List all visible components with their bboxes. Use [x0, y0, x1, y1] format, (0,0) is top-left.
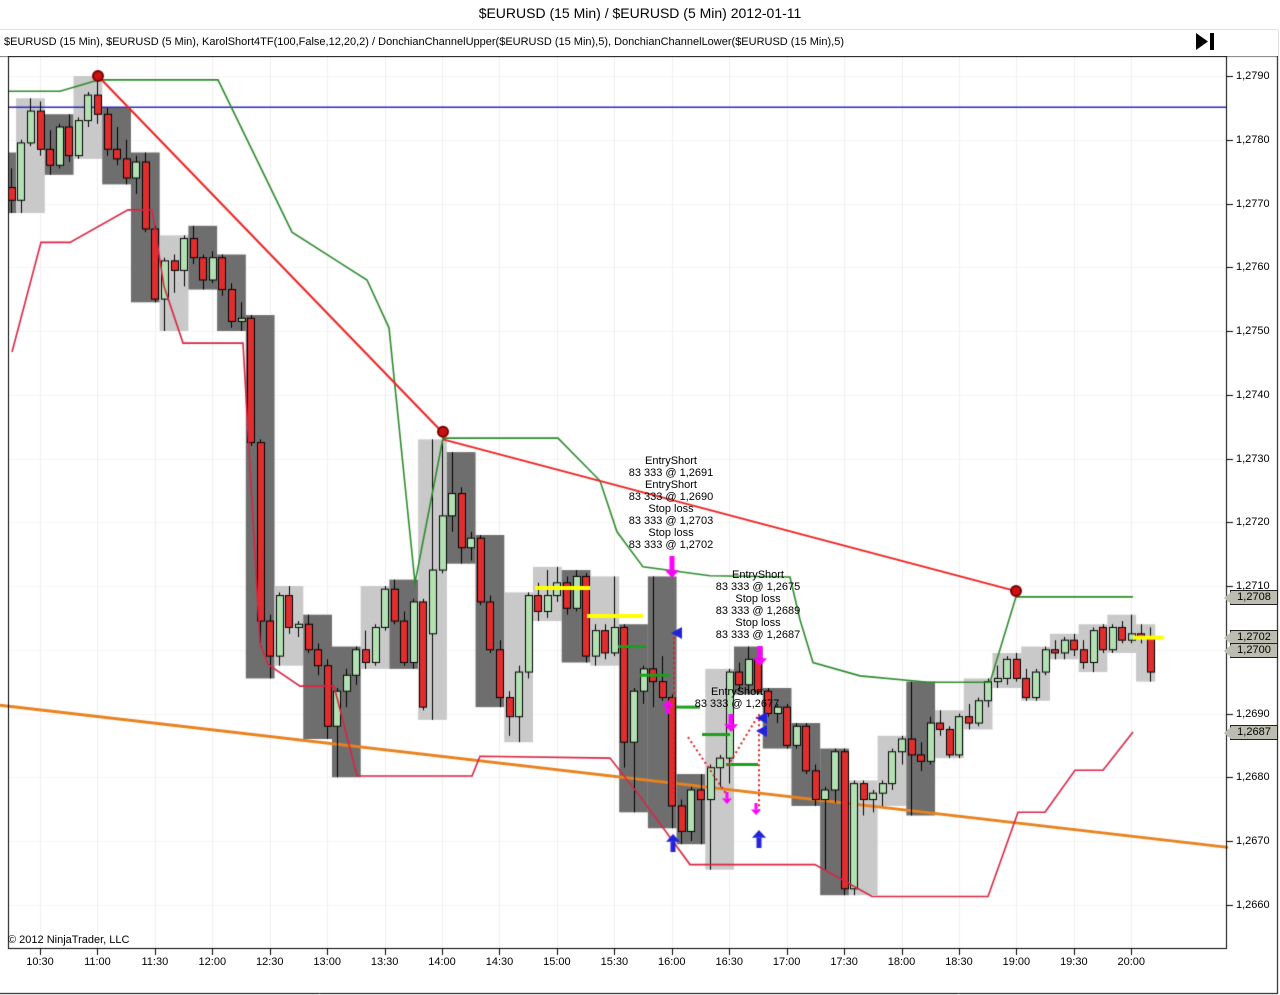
price-axis-label: 1,2760: [1236, 261, 1270, 274]
trade-annotation-line: 83 333 @ 1,2691: [628, 467, 714, 479]
trade-annotation-line: EntryShort: [732, 569, 784, 581]
price-axis-label: 1,2780: [1236, 133, 1270, 146]
price-axis-label: 1,2660: [1236, 898, 1270, 911]
price-axis-label: 1,2710: [1236, 580, 1270, 592]
trade-annotation-line: Stop loss: [735, 617, 781, 629]
price-axis-label: 1,2720: [1236, 516, 1270, 529]
trade-annotation-line: 83 333 @ 1,2689: [715, 605, 801, 617]
trade-annotation-line: 83 333 @ 1,2690: [628, 491, 714, 503]
price-axis-label: 1,2680: [1236, 771, 1270, 784]
time-axis-label: 20:00: [1117, 956, 1146, 968]
chart-header-bar: $EURUSD (15 Min), $EURUSD (5 Min), Karol…: [0, 30, 1278, 56]
price-tag: 1,2708: [1224, 589, 1278, 605]
trade-annotation-line: Stop loss: [648, 503, 694, 515]
time-axis-label: 13:30: [370, 956, 399, 968]
trade-annotation-line: Stop loss: [735, 593, 781, 605]
price-axis-label: 1,2690: [1236, 707, 1270, 720]
time-axis-label: 19:00: [1002, 956, 1031, 968]
time-axis-label: 11:00: [84, 956, 111, 968]
time-axis-label: 16:00: [658, 956, 686, 968]
price-axis-label: 1,2730: [1236, 452, 1270, 465]
go-to-end-button[interactable]: [1192, 33, 1220, 53]
time-axis-label: 17:30: [830, 956, 858, 968]
chart-header-label: $EURUSD (15 Min), $EURUSD (5 Min), Karol…: [4, 36, 844, 48]
trade-annotation-line: EntryShort: [711, 686, 763, 698]
time-axis-label: 13:00: [313, 956, 341, 968]
copyright-label: © 2012 NinjaTrader, LLC: [8, 934, 130, 946]
trade-annotation-line: EntryShort: [645, 479, 697, 491]
price-axis-label: 1,2740: [1236, 388, 1270, 401]
price-axis-label: 1,2670: [1236, 835, 1270, 847]
time-axis-label: 17:00: [772, 956, 801, 968]
time-axis-label: 18:00: [887, 956, 916, 968]
time-axis-label: 18:30: [945, 956, 973, 968]
trade-annotation-line: 83 333 @ 1,2687: [715, 629, 801, 641]
time-axis-label: 19:30: [1060, 956, 1088, 968]
trade-annotation-line: 83 333 @ 1,2677: [694, 698, 780, 710]
time-axis-label: 12:00: [198, 956, 227, 968]
trade-annotation-line: EntryShort: [645, 455, 697, 467]
trade-annotation-line: 83 333 @ 1,2702: [628, 539, 714, 551]
trade-annotation-line: 83 333 @ 1,2703: [628, 515, 714, 527]
skip-to-end-icon: [1196, 33, 1214, 50]
trade-annotation-line: Stop loss: [648, 527, 694, 539]
time-axis-label: 15:00: [543, 956, 571, 968]
time-axis-label: 15:30: [600, 956, 629, 968]
time-axis-label: 16:30: [715, 956, 743, 968]
price-axis-label: 1,2750: [1236, 325, 1270, 337]
chart-title: $EURUSD (15 Min) / $EURUSD (5 Min) 2012-…: [478, 5, 802, 21]
price-axis-label: 1,2790: [1236, 70, 1270, 82]
price-tag: 1,2687: [1224, 724, 1278, 740]
price-tag: 1,2700: [1224, 642, 1278, 658]
time-axis-label: 14:00: [428, 956, 456, 968]
time-axis-label: 12:30: [255, 956, 284, 968]
trade-annotation-line: 83 333 @ 1,2675: [715, 581, 801, 593]
time-axis-label: 11:30: [141, 956, 169, 968]
price-axis-label: 1,2770: [1236, 197, 1270, 210]
time-axis-label: 14:30: [485, 956, 514, 968]
time-axis-label: 10:30: [26, 956, 54, 968]
